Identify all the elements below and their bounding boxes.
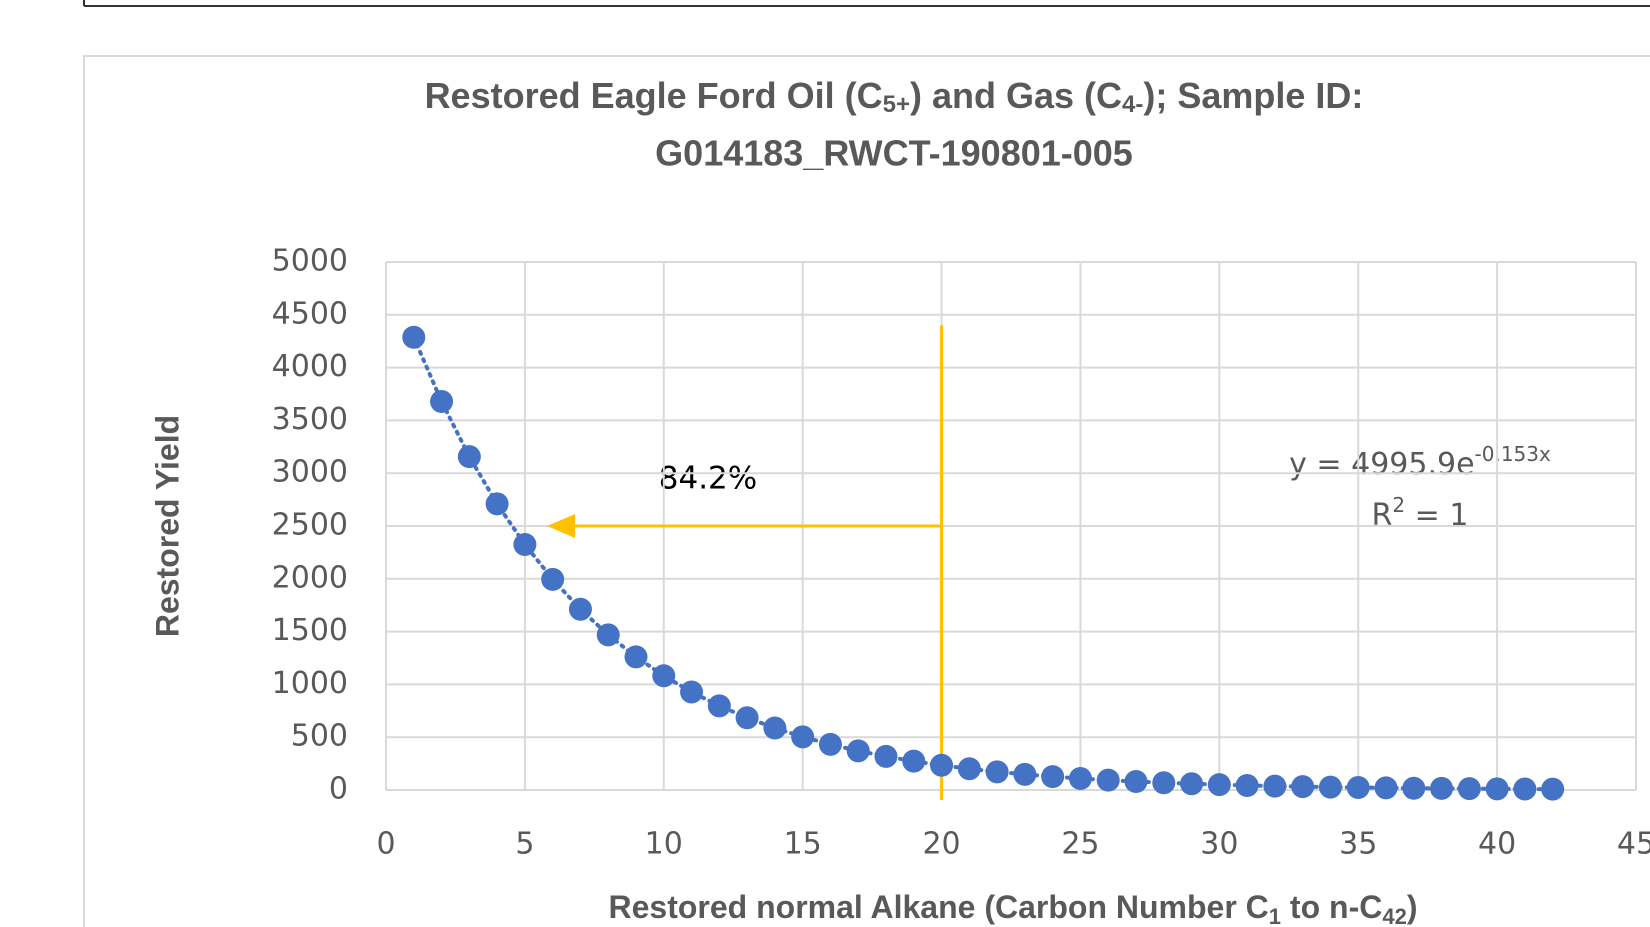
x-tick-label: 35: [1339, 827, 1377, 862]
data-point: [624, 645, 648, 669]
x-title-subscript: 1: [1269, 904, 1281, 927]
x-axis-title: Restored normal Alkane (Carbon Number C1…: [609, 889, 1418, 927]
title-part: ); Sample ID:: [1143, 75, 1363, 116]
annotation: 84.2%: [659, 461, 757, 497]
equation-part: y = 4995.9e: [1289, 447, 1474, 482]
data-point: [1124, 770, 1148, 794]
data-point: [763, 716, 787, 740]
data-point: [1374, 776, 1398, 800]
data-point: [1207, 773, 1231, 797]
y-tick-label: 5000: [272, 244, 348, 279]
data-point: [402, 325, 426, 349]
data-point: [1291, 775, 1315, 799]
data-point: [680, 680, 704, 704]
y-tick-label: 2500: [272, 508, 348, 543]
data-point: [1541, 777, 1565, 801]
y-tick-label: 500: [291, 719, 348, 754]
x-title-subscript: 42: [1382, 904, 1406, 927]
y-axis-title: Restored Yield: [149, 415, 185, 637]
title-part: Restored Eagle Ford Oil (C: [425, 75, 883, 116]
y-tick-label: 1000: [272, 666, 348, 701]
y-tick-label: 0: [329, 772, 348, 807]
data-point: [1430, 776, 1454, 800]
data-point: [1096, 768, 1120, 792]
data-point: [818, 732, 842, 756]
chart-title: Restored Eagle Ford Oil (C5+) and Gas (C…: [425, 75, 1364, 119]
title-part: ) and Gas (C: [910, 75, 1122, 116]
equation-superscript: 2: [1392, 493, 1405, 517]
data-point: [985, 760, 1009, 784]
data-point: [1457, 777, 1481, 801]
data-point: [846, 739, 870, 763]
equation-part: = 1: [1405, 498, 1468, 533]
y-tick-label: 3500: [272, 402, 348, 437]
data-point: [568, 597, 592, 621]
x-title-part: ): [1407, 889, 1418, 925]
data-point: [1013, 762, 1037, 786]
x-tick-label: 30: [1200, 827, 1238, 862]
data-point: [1041, 765, 1065, 789]
y-tick-label: 4000: [272, 349, 348, 384]
x-tick-label: 45: [1617, 827, 1650, 862]
x-tick-label: 5: [515, 827, 534, 862]
y-tick-label: 2000: [272, 560, 348, 595]
data-point: [1180, 772, 1204, 796]
data-point: [930, 753, 954, 777]
data-point: [874, 744, 898, 768]
data-point: [1235, 773, 1259, 797]
chart-title: G014183_RWCT-190801-005: [655, 133, 1133, 174]
data-point: [485, 492, 509, 516]
data-point: [457, 445, 481, 469]
data-point: [1513, 777, 1537, 801]
data-point: [513, 532, 537, 556]
data-point: [1068, 766, 1092, 790]
data-point: [652, 664, 676, 688]
x-title-part: to n-C: [1281, 889, 1382, 925]
data-point: [957, 757, 981, 781]
arrow-head: [547, 514, 576, 538]
trend-equation: y = 4995.9e-0.153x: [1289, 442, 1551, 482]
equation-superscript: -0.153x: [1475, 442, 1551, 466]
data-point: [1318, 775, 1342, 799]
data-point: [1346, 775, 1370, 799]
data-point: [707, 694, 731, 718]
data-point: [541, 567, 565, 591]
data-point: [430, 389, 454, 413]
data-point: [1485, 777, 1509, 801]
data-point: [1263, 774, 1287, 798]
x-tick-label: 15: [784, 827, 822, 862]
y-tick-label: 1500: [272, 613, 348, 648]
data-point: [735, 706, 759, 730]
equation-part: R: [1372, 498, 1393, 533]
title-subscript: 5+: [883, 91, 910, 118]
x-tick-label: 0: [376, 827, 395, 862]
data-point: [791, 725, 815, 749]
x-tick-label: 40: [1478, 827, 1516, 862]
x-tick-label: 20: [922, 827, 960, 862]
data-point: [1402, 776, 1426, 800]
x-title-part: Restored normal Alkane (Carbon Number C: [609, 889, 1269, 925]
data-point: [902, 749, 926, 773]
data-point: [1152, 771, 1176, 795]
y-tick-label: 4500: [272, 296, 348, 331]
title-subscript: 4-: [1122, 91, 1143, 118]
data-point: [596, 623, 620, 647]
x-tick-label: 25: [1061, 827, 1099, 862]
x-tick-label: 10: [645, 827, 683, 862]
y-tick-label: 3000: [272, 455, 348, 490]
